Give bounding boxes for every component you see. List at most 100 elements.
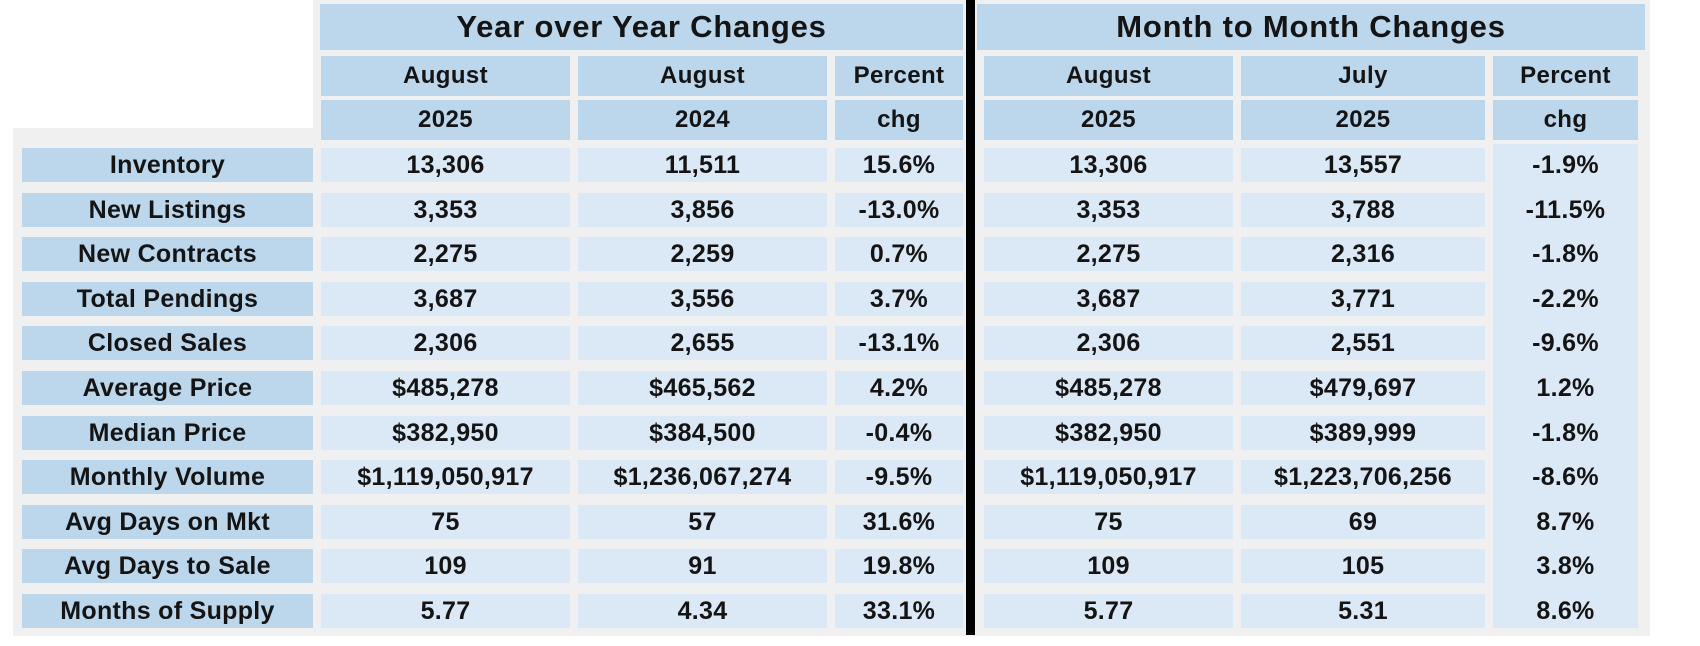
column-header: Percent [835,56,963,96]
table-row: New Listings 3,353 3,856 -13.0% 3,353 3,… [0,193,1700,227]
table-row: Closed Sales 2,306 2,655 -13.1% 2,306 2,… [0,326,1700,360]
column-header: July [1241,56,1485,96]
cell-value: -1.8% [1532,418,1599,447]
row-label: Avg Days to Sale [22,549,313,583]
cell-value: 11,511 [578,148,827,182]
cell-value: $382,950 [984,416,1233,450]
cell-value: 33.1% [835,594,963,628]
cell-value: 0.7% [835,237,963,271]
cell-value: -9.5% [835,460,963,494]
cell-value: 3,687 [984,282,1233,316]
cell-value: 15.6% [835,148,963,182]
section-title-yoy: Year over Year Changes [320,4,963,50]
cell-value: $384,500 [578,416,827,450]
column-header: August [578,56,827,96]
cell-value: 31.6% [835,505,963,539]
table-row: Avg Days to Sale 109 91 19.8% 109 105 3.… [0,549,1700,583]
cell-value: -2.2% [1532,284,1599,313]
table-row: Avg Days on Mkt 75 57 31.6% 75 69 8.7% [0,505,1700,539]
cell-value: $1,119,050,917 [984,460,1233,494]
column-header: August [984,56,1233,96]
table-row: New Contracts 2,275 2,259 0.7% 2,275 2,3… [0,237,1700,271]
table-row: Total Pendings 3,687 3,556 3.7% 3,687 3,… [0,282,1700,316]
cell-value: 3,687 [321,282,570,316]
cell-value: 19.8% [835,549,963,583]
cell-value: 109 [321,549,570,583]
section-title-mtm: Month to Month Changes [977,4,1645,50]
cell-value: 8.6% [1536,596,1595,625]
mtm-percent-column-block [1493,144,1638,628]
cell-value: 2,551 [1241,326,1485,360]
cell-value: -8.6% [1532,462,1599,491]
cell-value: -1.9% [1532,150,1599,179]
cell-value: $485,278 [321,371,570,405]
cell-value: -9.6% [1532,328,1599,357]
row-label: Avg Days on Mkt [22,505,313,539]
cell-value: 8.7% [1536,507,1595,536]
column-header: chg [1493,100,1638,140]
cell-value: 2,275 [321,237,570,271]
column-header: chg [835,100,963,140]
cell-value: 4.2% [835,371,963,405]
cell-value: -1.8% [1532,239,1599,268]
cell-value: 3,353 [321,193,570,227]
cell-value: 105 [1241,549,1485,583]
cell-value: 3.8% [1536,551,1595,580]
cell-value: -11.5% [1525,195,1606,224]
cell-value: 57 [578,505,827,539]
row-label: New Listings [22,193,313,227]
cell-value: 3,771 [1241,282,1485,316]
cell-value: 91 [578,549,827,583]
cell-value: $382,950 [321,416,570,450]
cell-value: 3,788 [1241,193,1485,227]
cell-value: 109 [984,549,1233,583]
column-header: 2024 [578,100,827,140]
cell-value: 5.77 [984,594,1233,628]
cell-value: $485,278 [984,371,1233,405]
table-row: Inventory 13,306 11,511 15.6% 13,306 13,… [0,148,1700,182]
row-label: Monthly Volume [22,460,313,494]
cell-value: 5.31 [1241,594,1485,628]
column-header: 2025 [321,100,570,140]
cell-value: $479,697 [1241,371,1485,405]
cell-value: -0.4% [835,416,963,450]
cell-value: 4.34 [578,594,827,628]
row-label: Months of Supply [22,594,313,628]
cell-value: 3,856 [578,193,827,227]
cell-value: 69 [1241,505,1485,539]
cell-value: $1,223,706,256 [1241,460,1485,494]
column-header: 2025 [984,100,1233,140]
cell-value: 75 [321,505,570,539]
cell-value: 3.7% [835,282,963,316]
cell-value: 2,275 [984,237,1233,271]
cell-value: 2,259 [578,237,827,271]
table-row: Average Price $485,278 $465,562 4.2% $48… [0,371,1700,405]
cell-value: $465,562 [578,371,827,405]
cell-value: 2,306 [321,326,570,360]
cell-value: 2,306 [984,326,1233,360]
cell-value: 5.77 [321,594,570,628]
cell-value: $389,999 [1241,416,1485,450]
section-divider [966,0,975,635]
cell-value: 3,556 [578,282,827,316]
row-label: Closed Sales [22,326,313,360]
table-row: Median Price $382,950 $384,500 -0.4% $38… [0,416,1700,450]
cell-value: 75 [984,505,1233,539]
column-header: Percent [1493,56,1638,96]
cell-value: $1,119,050,917 [321,460,570,494]
cell-value: 13,557 [1241,148,1485,182]
row-label: New Contracts [22,237,313,271]
table-row: Monthly Volume $1,119,050,917 $1,236,067… [0,460,1700,494]
cell-value: $1,236,067,274 [578,460,827,494]
column-header: August [321,56,570,96]
cell-value: 2,655 [578,326,827,360]
cell-value: -13.1% [835,326,963,360]
cell-value: 3,353 [984,193,1233,227]
cell-value: 2,316 [1241,237,1485,271]
row-label: Inventory [22,148,313,182]
row-label: Total Pendings [22,282,313,316]
row-label: Median Price [22,416,313,450]
cell-value: 13,306 [321,148,570,182]
cell-value: 1.2% [1536,373,1595,402]
